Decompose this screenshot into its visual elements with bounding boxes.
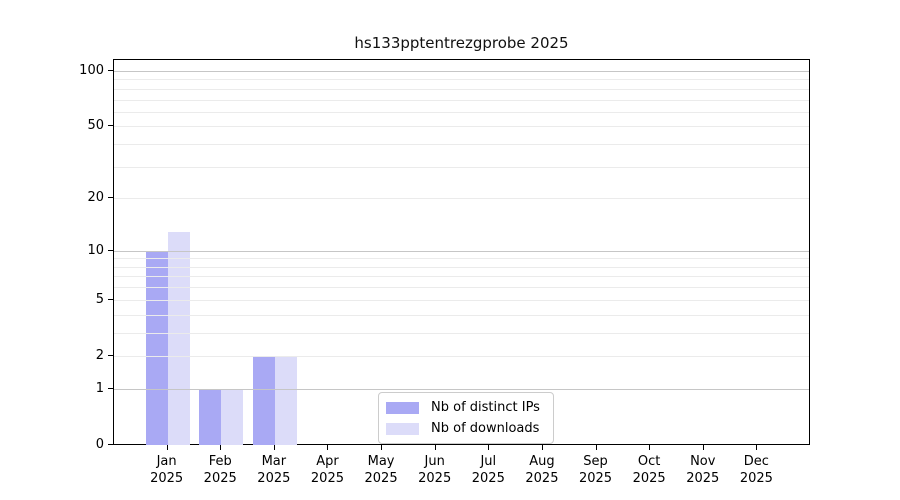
y-tick-label: 0 (95, 437, 104, 452)
x-tick-label-year: 2025 (525, 471, 559, 486)
gridline-minor (114, 314, 809, 316)
x-tick-label-year: 2025 (203, 471, 237, 486)
x-tick-label-month: Jan (156, 454, 177, 469)
y-tick-mark (108, 70, 113, 71)
x-tick-mark (327, 445, 329, 450)
chart-title: hs133pptentrezgprobe 2025 (354, 34, 569, 52)
x-tick-label-year: 2025 (150, 471, 184, 486)
x-tick-label: Apr 2025 (295, 453, 359, 487)
y-tick-mark (108, 197, 113, 199)
x-tick-label-year: 2025 (632, 471, 666, 486)
x-tick-mark (702, 445, 704, 450)
bar-nb-of-downloads (274, 356, 297, 445)
x-tick-label: Feb 2025 (188, 453, 252, 487)
y-tick-label: 10 (87, 242, 104, 258)
plot-area (113, 59, 810, 445)
x-tick-label-year: 2025 (686, 471, 720, 486)
gridline-minor (114, 144, 809, 146)
x-tick-mark (166, 445, 168, 450)
legend-label-distinct-ips: Nb of distinct IPs (431, 400, 540, 415)
gridline-minor (114, 126, 809, 128)
legend-label-downloads: Nb of downloads (431, 421, 540, 436)
y-tick-label: 20 (87, 190, 104, 206)
x-tick-label: Jan 2025 (135, 453, 199, 487)
legend: Nb of distinct IPs Nb of downloads (378, 392, 554, 444)
gridline-minor (114, 99, 809, 101)
x-tick-label: May 2025 (349, 453, 413, 487)
y-tick-mark (108, 249, 113, 251)
x-tick-label-month: Mar (261, 454, 287, 469)
y-tick-label: 2 (95, 347, 104, 363)
x-tick-label-month: Dec (743, 454, 769, 469)
y-tick-label: 50 (87, 118, 104, 134)
x-tick-label-month: May (367, 454, 395, 469)
y-tick-label: 1 (95, 380, 104, 396)
legend-swatch-downloads (386, 422, 419, 435)
x-tick-mark (381, 445, 383, 450)
legend-swatch-distinct-ips (386, 401, 419, 414)
x-tick-label: Jun 2025 (403, 453, 467, 487)
gridline-minor (114, 198, 809, 200)
y-tick-mark (108, 387, 113, 389)
gridline-minor (114, 355, 809, 357)
gridline-minor (114, 266, 809, 268)
x-tick-mark (488, 445, 490, 450)
bar-nb-of-distinct-ips (199, 389, 222, 445)
x-tick-label-year: 2025 (578, 471, 613, 486)
gridline-minor (114, 111, 809, 113)
x-tick-label-year: 2025 (739, 471, 773, 486)
x-tick-label-month: Sep (583, 454, 608, 469)
x-tick-label-month: Apr (316, 454, 339, 469)
x-tick-mark (595, 445, 597, 450)
bar-nb-of-downloads (221, 389, 244, 445)
x-tick-label: Jul 2025 (456, 453, 520, 487)
grid-layer (114, 60, 809, 444)
gridline-minor (114, 166, 809, 168)
x-tick-label: Dec 2025 (724, 453, 788, 487)
legend-item-downloads: Nb of downloads (386, 421, 540, 436)
x-tick-mark (434, 445, 436, 450)
x-tick-label-month: Jun (424, 454, 445, 469)
x-tick-label-year: 2025 (471, 471, 505, 486)
y-tick-mark (108, 354, 113, 356)
gridline-minor (114, 258, 809, 260)
x-tick-label-month: Nov (690, 454, 716, 469)
x-tick-label: Nov 2025 (671, 453, 735, 487)
x-tick-mark (273, 445, 275, 450)
y-tick-mark (108, 125, 113, 127)
bar-nb-of-distinct-ips (252, 356, 275, 445)
x-tick-label-month: Oct (637, 454, 661, 469)
x-tick-label: Sep 2025 (564, 453, 628, 487)
x-tick-label-year: 2025 (310, 471, 344, 486)
gridline-minor (114, 332, 809, 334)
x-tick-label-month: Aug (529, 454, 555, 469)
x-tick-label-year: 2025 (418, 471, 452, 486)
x-tick-mark (220, 445, 222, 450)
x-tick-mark (541, 445, 543, 450)
gridline-major (114, 71, 809, 72)
y-tick-mark (108, 298, 113, 300)
y-tick-label: 5 (95, 291, 104, 307)
gridline-minor (114, 79, 809, 81)
gridline-minor (114, 287, 809, 289)
x-tick-label: Oct 2025 (617, 453, 681, 487)
x-tick-label: Mar 2025 (242, 453, 306, 487)
x-tick-label-year: 2025 (257, 471, 291, 486)
gridline-major (114, 250, 809, 252)
bar-nb-of-downloads (167, 232, 190, 445)
x-tick-label-month: Feb (208, 454, 232, 469)
x-tick-label: Aug 2025 (510, 453, 574, 487)
y-tick-mark (108, 444, 113, 445)
y-tick-label: 100 (79, 63, 104, 78)
gridline-minor (114, 88, 809, 90)
x-tick-mark (756, 445, 758, 450)
x-tick-mark (649, 445, 651, 450)
gridline-minor (114, 299, 809, 301)
x-tick-label-year: 2025 (364, 471, 398, 486)
gridline-major (114, 388, 809, 390)
legend-item-distinct-ips: Nb of distinct IPs (386, 400, 540, 415)
gridline-minor (114, 276, 809, 278)
x-tick-label-month: Jul (480, 454, 497, 469)
